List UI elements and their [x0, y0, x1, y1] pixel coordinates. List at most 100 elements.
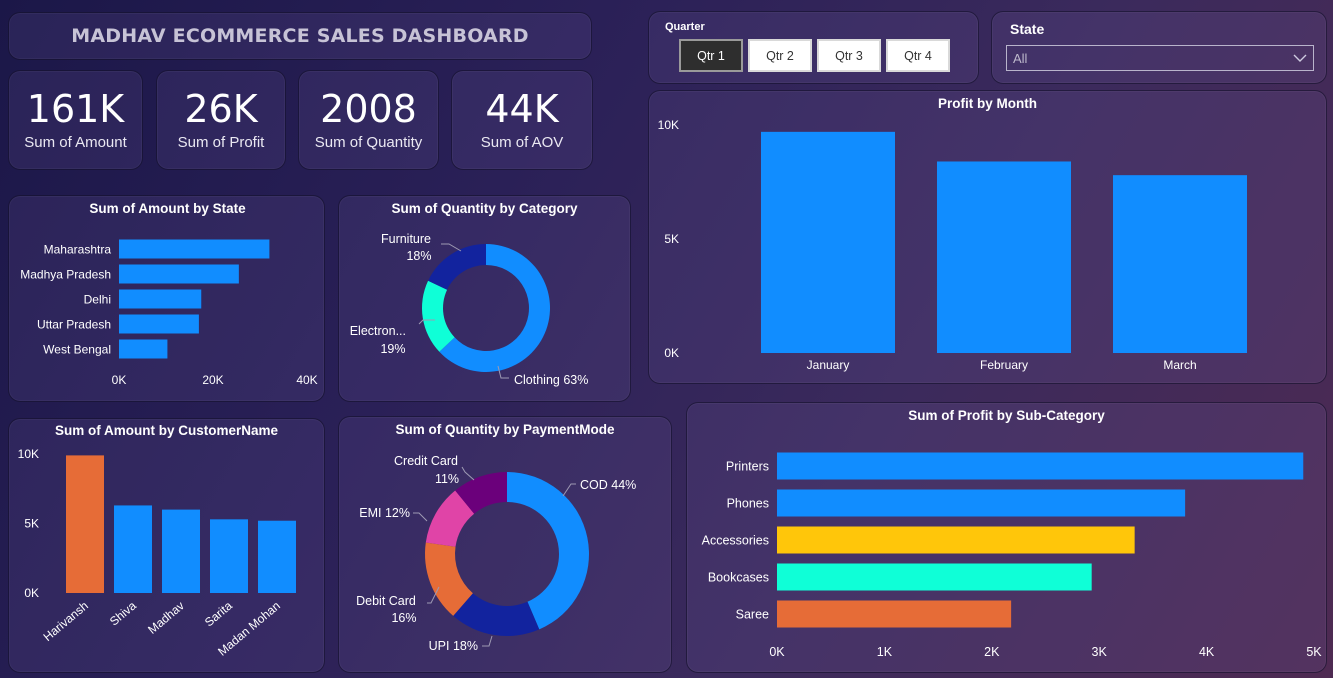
kpi-card-profit: 26K Sum of Profit: [156, 70, 286, 170]
quarter-button-qtr3[interactable]: Qtr 3: [817, 39, 881, 72]
state-dropdown[interactable]: All: [1006, 45, 1314, 71]
kpi-card-amount: 161K Sum of Amount: [8, 70, 143, 170]
slice-label: UPI 18%: [429, 639, 478, 653]
chart-title: Sum of Profit by Sub-Category: [908, 408, 1105, 423]
bar: [777, 526, 1135, 554]
quarter-slicer: Quarter Qtr 1 Qtr 2 Qtr 3 Qtr 4: [648, 11, 979, 84]
slice-label: COD 44%: [580, 478, 636, 492]
category-label: Delhi: [84, 293, 111, 307]
donut-slice: [507, 472, 589, 630]
kpi-value: 26K: [184, 86, 258, 131]
category-label: Uttar Pradesh: [37, 318, 111, 332]
slice-label: Electron...: [350, 324, 406, 338]
kpi-label: Sum of Quantity: [314, 134, 423, 152]
quarter-button-qtr4[interactable]: Qtr 4: [886, 39, 950, 72]
profit-by-subcategory-chart: Printers Phones Accessories Bookcases Saree 0…: [702, 452, 1322, 659]
kpi-label: Sum of Profit: [177, 134, 265, 152]
x-tick-label: 4K: [1199, 645, 1215, 659]
x-tick-label: 0K: [769, 645, 785, 659]
kpi-card-quantity: 2008 Sum of Quantity: [298, 70, 439, 170]
category-label: Bookcases: [708, 571, 769, 585]
amount-by-state-chart: Maharashtra Madhya Pradesh Delhi Uttar Prad…: [20, 239, 318, 387]
donut-slice: [425, 542, 473, 616]
bar: [258, 520, 296, 593]
bar: [777, 489, 1186, 517]
quantity-by-paymentmode-visual: Sum of Quantity by PaymentMode COD 44% UP…: [338, 416, 672, 673]
category-label: February: [980, 358, 1028, 372]
x-tick-label: 0K: [112, 373, 127, 387]
slice-percent: 16%: [391, 611, 416, 625]
slice-percent: 11%: [435, 472, 459, 486]
leader-line: [482, 635, 493, 647]
category-label: Phones: [727, 497, 769, 511]
quarter-button-qtr2[interactable]: Qtr 2: [748, 39, 812, 72]
kpi-value: 44K: [485, 86, 559, 131]
y-tick-label: 0K: [24, 586, 39, 600]
slice-label: Furniture: [381, 232, 431, 246]
x-tick-label: 3K: [1092, 645, 1108, 659]
slice-label: EMI 12%: [359, 506, 410, 520]
quarter-button-qtr1[interactable]: Qtr 1: [679, 39, 743, 72]
bar: [114, 505, 152, 593]
donut-slice: [453, 593, 540, 636]
chart-title: Sum of Quantity by Category: [391, 201, 578, 216]
y-tick-label: 5K: [24, 517, 39, 531]
x-tick-label: 20K: [202, 373, 223, 387]
kpi-card-aov: 44K Sum of AOV: [451, 70, 593, 170]
dashboard-title: MADHAV ECOMMERCE SALES DASHBOARD: [71, 25, 529, 47]
kpi-label: Sum of AOV: [480, 134, 564, 152]
state-dropdown-value: All: [1013, 50, 1028, 66]
category-label: Printers: [726, 460, 769, 474]
leader-line: [497, 365, 509, 379]
profit-by-subcategory-visual: Sum of Profit by Sub-Category Printers Ph…: [686, 402, 1327, 673]
dashboard-title-card: MADHAV ECOMMERCE SALES DASHBOARD: [8, 12, 592, 60]
bar: [761, 131, 895, 353]
leader-line: [441, 243, 462, 252]
chevron-down-icon: [1293, 54, 1307, 62]
leader-line: [461, 466, 475, 481]
state-slicer: State All: [991, 11, 1327, 84]
leader-line: [427, 586, 440, 604]
category-label: March: [1163, 358, 1196, 372]
state-slicer-label: State: [1010, 21, 1045, 37]
quarter-slicer-label: Quarter: [665, 21, 705, 33]
category-label: West Bengal: [43, 343, 111, 357]
donut-slice: [425, 490, 475, 547]
x-tick-label: 2K: [984, 645, 1000, 659]
y-tick-label: 0K: [664, 346, 679, 360]
category-label: Madhya Pradesh: [20, 268, 111, 282]
x-tick-label: 1K: [877, 645, 893, 659]
bar: [162, 509, 200, 593]
chart-title: Sum of Quantity by PaymentMode: [395, 422, 615, 437]
chart-title: Sum of Amount by CustomerName: [54, 423, 279, 438]
bar: [777, 452, 1304, 480]
bar: [66, 455, 104, 593]
profit-by-month-visual: Profit by Month 0K 5K 10K January February Ma…: [648, 90, 1327, 384]
leader-line: [413, 512, 428, 522]
bar: [210, 519, 248, 593]
profit-by-month-chart: 0K 5K 10K January February March: [658, 118, 1247, 372]
bar: [119, 289, 202, 309]
donut-slice: [439, 244, 550, 372]
leader-line: [418, 319, 435, 325]
x-tick-label: 5K: [1306, 645, 1322, 659]
y-tick-label: 5K: [664, 232, 679, 246]
slice-label: Credit Card: [394, 454, 458, 468]
category-label: January: [807, 358, 850, 372]
category-label: Maharashtra: [44, 243, 112, 257]
bar: [119, 239, 270, 259]
chart-title: Profit by Month: [938, 96, 1037, 111]
slice-percent: 19%: [380, 342, 405, 356]
y-tick-label: 10K: [658, 118, 679, 132]
quantity-by-paymentmode-chart: COD 44% UPI 18% Debit Card 16% EMI 12% Credit…: [356, 454, 636, 653]
category-label: Harivansh: [41, 599, 91, 644]
y-tick-label: 10K: [18, 447, 39, 461]
bar: [937, 161, 1071, 353]
quantity-by-category-chart: Clothing 63% Electron... 19% Furniture 18%: [350, 232, 589, 387]
slice-percent: 18%: [406, 249, 431, 263]
category-label: Saree: [736, 608, 769, 622]
amount-by-state-visual: Sum of Amount by State Maharashtra Madhya…: [8, 195, 325, 402]
leader-line: [562, 483, 576, 497]
kpi-value: 161K: [26, 86, 125, 131]
category-label: Madhav: [145, 599, 187, 637]
